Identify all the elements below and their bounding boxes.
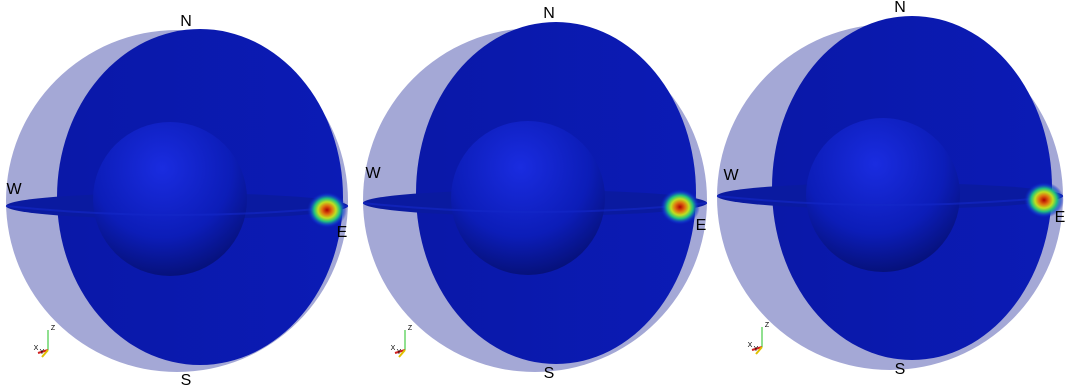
axis-y bbox=[755, 346, 763, 355]
triad-x: X bbox=[748, 342, 753, 349]
north-label: N bbox=[180, 13, 192, 30]
panel: N S W E Z XY bbox=[716, 0, 1066, 378]
west-label: W bbox=[6, 181, 22, 198]
triad-x: X bbox=[391, 345, 396, 352]
panel: N S W E Z XY bbox=[5, 13, 349, 389]
core bbox=[806, 118, 960, 272]
triad-y: Y bbox=[397, 349, 402, 356]
triad-y: Y bbox=[40, 349, 45, 356]
core bbox=[451, 121, 605, 275]
south-label: S bbox=[181, 372, 192, 389]
south-label: S bbox=[544, 365, 555, 382]
hotspot bbox=[660, 189, 700, 225]
disk-front bbox=[716, 195, 1064, 206]
north-label: N bbox=[543, 5, 555, 22]
axis-y bbox=[398, 349, 406, 358]
triad-x: X bbox=[34, 345, 39, 352]
north-label: N bbox=[894, 0, 906, 16]
triad-z: Z bbox=[765, 322, 770, 329]
axis-y bbox=[41, 349, 49, 358]
east-label: E bbox=[1055, 209, 1066, 226]
disk-front bbox=[5, 205, 349, 216]
south-label: S bbox=[895, 361, 906, 378]
east-label: E bbox=[337, 224, 348, 241]
triad-z: Z bbox=[51, 325, 56, 332]
west-label: W bbox=[723, 167, 739, 184]
east-label: E bbox=[696, 217, 707, 234]
triad-y: Y bbox=[754, 346, 759, 353]
west-label: W bbox=[365, 165, 381, 182]
core bbox=[93, 122, 247, 276]
hotspot bbox=[307, 192, 347, 228]
hotspot bbox=[1024, 182, 1064, 218]
triad-z: Z bbox=[408, 325, 413, 332]
panel: N S W E Z XY bbox=[362, 5, 708, 382]
